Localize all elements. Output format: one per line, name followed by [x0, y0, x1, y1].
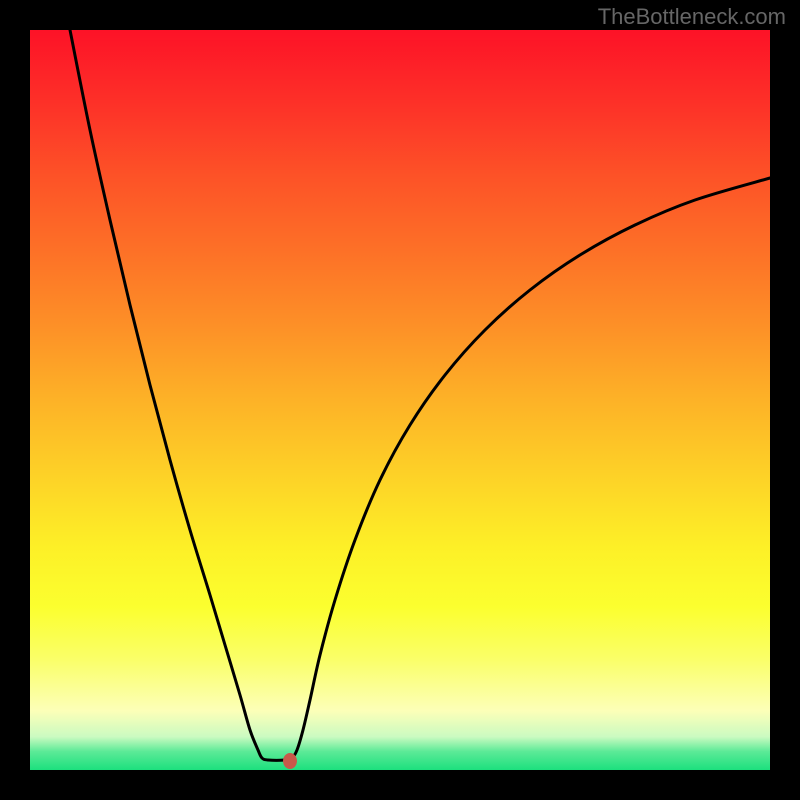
watermark-text: TheBottleneck.com [598, 4, 786, 30]
curve-layer [30, 30, 770, 770]
plot-area [30, 30, 770, 770]
bottleneck-curve [70, 30, 770, 760]
chart-container: TheBottleneck.com [0, 0, 800, 800]
optimum-marker [283, 753, 297, 769]
